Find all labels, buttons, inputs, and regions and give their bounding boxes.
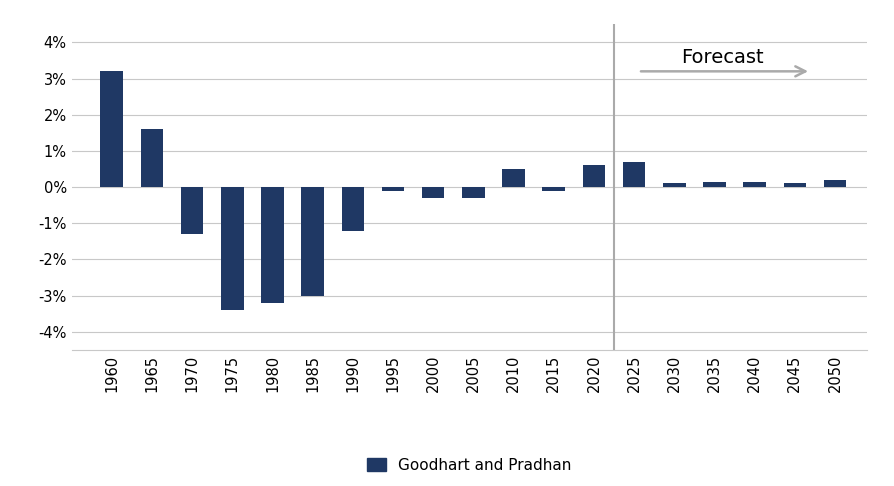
Bar — [301, 187, 324, 295]
Bar — [181, 187, 203, 234]
Bar — [623, 162, 645, 187]
Bar — [784, 184, 806, 187]
Bar — [502, 169, 525, 187]
Bar — [823, 180, 847, 187]
Legend: Goodhart and Pradhan: Goodhart and Pradhan — [361, 452, 578, 479]
Bar — [342, 187, 364, 230]
Bar — [140, 129, 163, 187]
Bar — [583, 165, 605, 187]
Bar — [663, 184, 686, 187]
Bar — [543, 187, 565, 191]
Bar — [462, 187, 485, 198]
Bar — [261, 187, 283, 303]
Bar — [382, 187, 404, 191]
Bar — [422, 187, 444, 198]
Bar — [704, 182, 726, 187]
Bar — [744, 182, 766, 187]
Text: Forecast: Forecast — [681, 48, 763, 67]
Bar — [221, 187, 243, 310]
Bar — [100, 71, 123, 187]
